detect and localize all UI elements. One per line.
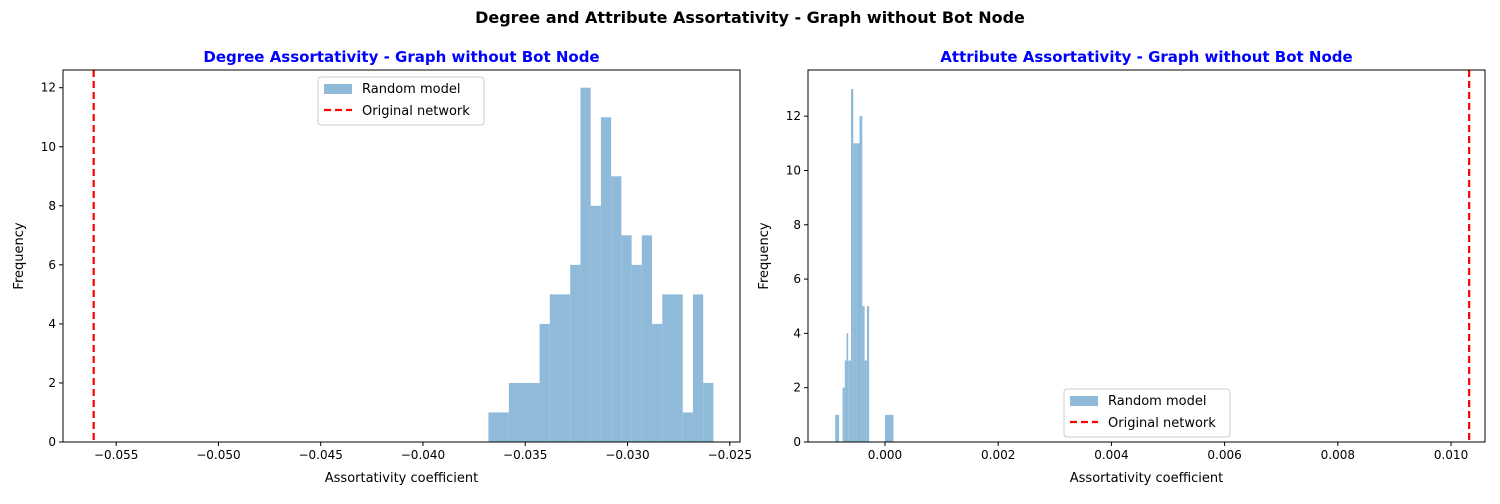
x-tick-label: −0.045: [298, 448, 342, 462]
x-tick-label: −0.055: [94, 448, 138, 462]
x-tick-label: −0.040: [401, 448, 445, 462]
y-tick-label: 10: [786, 163, 801, 177]
histogram-bar: [844, 360, 847, 442]
x-axis-label: Assortativity coefficient: [1070, 471, 1224, 486]
y-tick-label: 8: [793, 218, 801, 232]
y-tick-label: 0: [48, 435, 56, 449]
y-tick-label: 0: [793, 435, 801, 449]
x-tick-label: −0.035: [503, 448, 547, 462]
y-tick-label: 8: [48, 199, 56, 213]
y-tick-label: 12: [786, 109, 801, 123]
histogram-bar: [662, 294, 683, 442]
histogram-bar: [884, 414, 894, 442]
histogram-bar: [851, 89, 854, 443]
x-tick-label: −0.025: [708, 448, 752, 462]
histogram-bar: [539, 323, 550, 442]
x-tick-label: 0.010: [1434, 448, 1468, 462]
y-tick-label: 6: [48, 258, 56, 272]
legend-label-original-network: Original network: [362, 104, 470, 119]
chart-title: Degree Assortativity - Graph without Bot…: [203, 48, 599, 66]
histogram-bar: [508, 382, 540, 442]
y-tick-label: 4: [793, 326, 801, 340]
y-axis-label: Frequency: [757, 222, 772, 289]
legend-box: [317, 76, 485, 126]
legend-patch-random-model: [1070, 396, 1098, 406]
axes-frame: [807, 69, 1486, 443]
histogram-bar: [853, 143, 857, 442]
legend-patch-random-model: [324, 84, 352, 94]
histogram-bar: [621, 235, 632, 442]
y-axis-label: Frequency: [12, 222, 27, 289]
histogram-bar: [862, 306, 865, 442]
legend-box: [1063, 388, 1231, 438]
histogram-bar: [600, 117, 612, 442]
x-tick-label: 0.006: [1207, 448, 1241, 462]
histogram-bar: [866, 306, 870, 442]
x-tick-label: −0.030: [605, 448, 649, 462]
x-tick-label: 0.000: [868, 448, 902, 462]
chart-panel-1: −0.055 −0.050 −0.045 −0.040 −0.035 −0.030 −0.0…: [12, 48, 752, 486]
histogram-bar: [682, 412, 693, 442]
histogram-bar: [652, 323, 663, 442]
legend: Random model Original network: [317, 76, 485, 126]
histogram-bar: [590, 205, 601, 442]
x-tick-label: 0.002: [981, 448, 1015, 462]
y-tick-label: 2: [793, 381, 801, 395]
histogram-bar: [570, 264, 581, 442]
histogram-bar: [703, 382, 714, 442]
x-tick-label: −0.050: [196, 448, 240, 462]
histogram-bar: [835, 414, 840, 442]
histogram-bar: [488, 412, 509, 442]
y-tick-label: 6: [793, 272, 801, 286]
histogram-bar: [859, 116, 863, 442]
histogram-bar: [580, 87, 591, 442]
legend: Random model Original network: [1063, 388, 1231, 438]
legend-label-original-network: Original network: [1108, 416, 1216, 431]
axes-frame: [62, 69, 741, 443]
y-tick-label: 4: [48, 317, 56, 331]
histogram-bar: [631, 264, 642, 442]
histogram-bar: [549, 294, 571, 442]
histogram-bar: [848, 360, 852, 442]
figure-suptitle: Degree and Attribute Assortativity - Gra…: [475, 8, 1025, 27]
y-tick-label: 10: [41, 140, 56, 154]
histogram-bar: [856, 143, 860, 442]
histogram-bar: [641, 235, 653, 442]
histogram-bar: [611, 176, 622, 443]
y-tick-label: 2: [48, 376, 56, 390]
histogram-bar: [864, 360, 867, 442]
x-tick-label: 0.004: [1094, 448, 1128, 462]
x-tick-label: 0.008: [1321, 448, 1355, 462]
chart-title: Attribute Assortativity - Graph without …: [940, 48, 1352, 66]
legend-label-random-model: Random model: [362, 82, 460, 97]
histogram-bar: [842, 387, 845, 442]
histogram-bar: [846, 333, 849, 442]
y-tick-label: 12: [41, 81, 56, 95]
chart-panel-2: 0.000 0.002 0.004 0.006 0.008 0.010 0 2 4 6 8 10 12 A…: [757, 48, 1486, 486]
histogram-bar: [692, 294, 704, 442]
x-axis-label: Assortativity coefficient: [325, 471, 479, 486]
legend-label-random-model: Random model: [1108, 394, 1206, 409]
